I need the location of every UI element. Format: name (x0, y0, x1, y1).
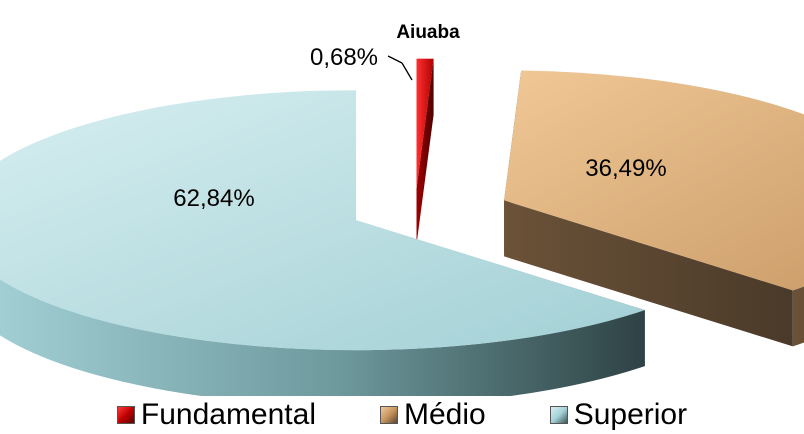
pie-slice-fundamental-wall (416, 58, 434, 245)
pie-slice-medio-top (504, 70, 804, 291)
pie-slice-fundamental (416, 58, 434, 245)
chart-title: Aiuaba (396, 22, 460, 43)
label-leader-line (401, 62, 413, 81)
data-label-medio: 36,49% (585, 155, 666, 182)
legend-label: Médio (403, 398, 486, 431)
data-label-superior: 62,84% (173, 185, 254, 212)
pie-slice-medio (504, 70, 804, 347)
legend-swatch-icon (379, 406, 398, 424)
pie-slice-superior-side (0, 279, 645, 396)
legend-item-medio: Médio (379, 398, 486, 432)
label-leader-line (387, 55, 403, 64)
data-label-fundamental: 0,68% (310, 44, 378, 71)
legend-item-superior: Superior (549, 398, 688, 432)
pie-slice-medio-side (792, 286, 804, 347)
legend-item-fundamental: Fundamental (116, 398, 316, 432)
legend-swatch-icon (549, 406, 568, 424)
pie-chart: Aiuaba 0,68% 36,49% 62,84% (0, 22, 804, 396)
pie-slice-superior (0, 90, 645, 396)
pie-slice-fundamental-top (416, 58, 434, 189)
legend-swatch-icon (116, 406, 135, 424)
pie-slice-medio-wall (504, 200, 793, 347)
legend: Fundamental Médio Superior (0, 396, 804, 434)
legend-label: Superior (573, 398, 688, 431)
legend-label: Fundamental (140, 398, 316, 431)
pie-slice-superior-top (0, 90, 645, 351)
